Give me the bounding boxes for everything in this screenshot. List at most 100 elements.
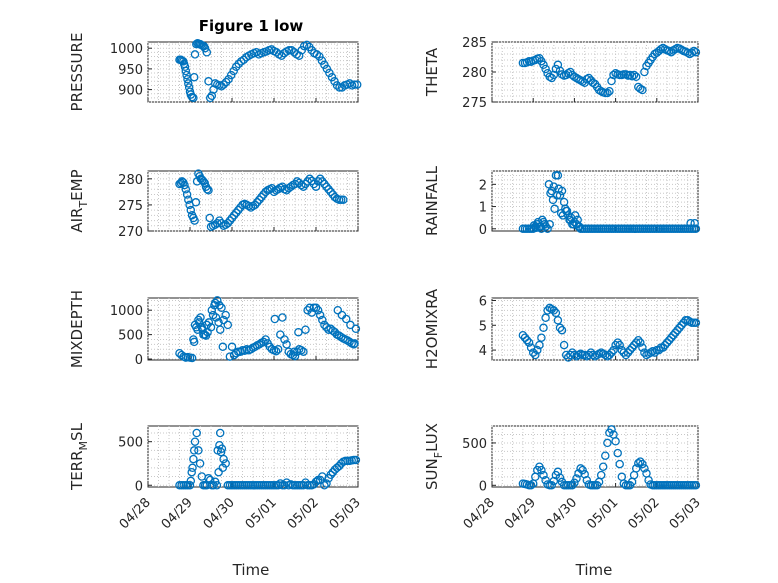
data-point [317, 56, 327, 65]
data-point [320, 320, 329, 330]
data-point [190, 437, 200, 446]
data-point [325, 68, 334, 78]
data-point [194, 446, 203, 455]
data-point [218, 463, 228, 473]
data-point [675, 323, 684, 333]
x-axis-label-left: Time [232, 561, 270, 579]
data-point [562, 206, 572, 216]
y-tick-label: 275 [118, 199, 143, 214]
data-point [287, 46, 296, 55]
data-point [180, 62, 190, 72]
data-point [184, 195, 193, 204]
data-point [555, 323, 565, 333]
x-tick-label: 05/01 [243, 495, 280, 532]
data-point [627, 343, 637, 352]
data-point [218, 342, 228, 352]
y-tick-label: 280 [118, 173, 143, 188]
data-point [189, 454, 198, 464]
data-point [559, 340, 569, 350]
data-point [603, 438, 612, 448]
y-tick-label: 6 [479, 294, 487, 309]
data-point [261, 187, 270, 197]
data-point [334, 461, 344, 471]
data-point [621, 350, 631, 360]
data-point [352, 80, 362, 89]
data-point [186, 476, 196, 486]
data-point [203, 327, 212, 337]
data-point [294, 327, 303, 337]
data-point [520, 333, 530, 342]
data-point [212, 481, 222, 490]
data-point [204, 186, 213, 195]
y-axis-label: AIRTEMP [68, 169, 90, 232]
data-point [318, 315, 327, 325]
data-point [202, 185, 212, 194]
data-point [234, 205, 243, 215]
x-tick-label: 05/03 [327, 495, 364, 532]
data-point [549, 182, 559, 191]
data-point [623, 348, 633, 357]
data-point [687, 48, 697, 58]
data-point [664, 335, 674, 345]
x-tick-label: 04/30 [543, 495, 580, 532]
data-point [609, 70, 618, 80]
data-point [545, 220, 554, 229]
data-point [231, 208, 241, 217]
data-point [568, 481, 577, 490]
data-point [216, 447, 226, 457]
y-axis-label: H2OMIXRA [423, 288, 441, 369]
data-point [277, 51, 286, 60]
y-tick-label: 500 [462, 437, 487, 452]
data-point [309, 480, 319, 489]
y-tick-label: 1000 [110, 42, 143, 57]
data-point [181, 66, 191, 76]
data-point [315, 174, 325, 184]
data-point [246, 345, 256, 354]
data-point [284, 46, 294, 55]
data-point [532, 223, 541, 232]
data-point [588, 350, 598, 360]
data-point [318, 177, 327, 186]
data-point [240, 346, 249, 355]
data-point [613, 338, 622, 347]
data-point [572, 474, 581, 483]
data-point [543, 306, 552, 315]
data-point [278, 313, 287, 322]
y-tick-label: 1 [479, 201, 487, 216]
data-point [566, 350, 575, 360]
data-point [204, 318, 214, 327]
axes-theta: 275 280 285 THETA [423, 36, 701, 111]
data-point [290, 351, 300, 361]
data-point [351, 324, 361, 334]
data-point [219, 80, 228, 89]
data-point [531, 350, 540, 360]
data-point [223, 320, 233, 330]
data-point [686, 218, 695, 228]
data-point [246, 203, 256, 212]
data-point [189, 93, 198, 103]
data-point [677, 321, 686, 330]
data-point [518, 330, 528, 340]
data-point [540, 220, 549, 229]
y-tick-label: 285 [462, 36, 487, 51]
data-point [273, 481, 283, 490]
data-point [219, 315, 228, 325]
data-point [690, 218, 699, 228]
data-point [332, 463, 342, 473]
data-point [658, 343, 668, 352]
data-point [691, 318, 701, 328]
data-point [551, 308, 561, 318]
data-point [270, 314, 280, 324]
data-point [252, 198, 262, 207]
data-point [259, 337, 268, 347]
data-point [629, 70, 639, 80]
y-axis-label: MIXDEPTH [68, 290, 86, 368]
data-point [280, 335, 289, 344]
data-point [580, 470, 589, 479]
data-point [223, 218, 233, 228]
data-point [671, 328, 680, 337]
data-point [200, 43, 210, 53]
data-point [609, 345, 618, 355]
data-point [336, 332, 346, 342]
data-point [217, 82, 226, 91]
